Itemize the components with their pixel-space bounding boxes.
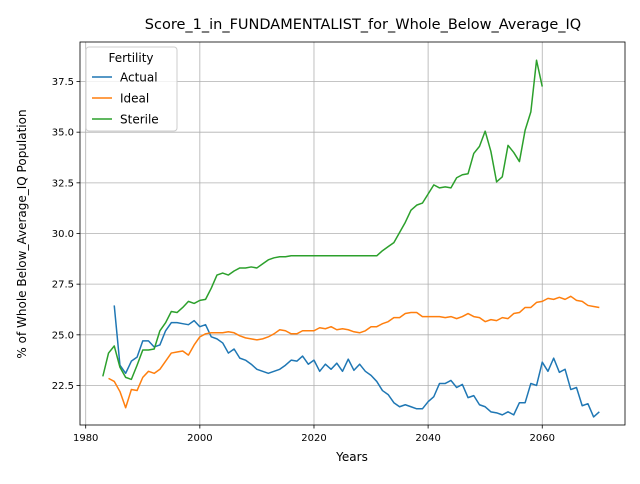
legend-box [85,46,178,132]
y-tick-label: 25.0 [52,330,74,341]
legend-label-sterile: Sterile [120,113,159,127]
y-tick-label: 22.5 [52,381,74,392]
series-line-ideal [108,295,600,409]
x-axis-label: Years [335,450,368,464]
legend: Fertility Actual Ideal Sterile [85,46,178,132]
y-tick-label: 32.5 [52,178,74,189]
legend-label-ideal: Ideal [120,92,149,106]
legend-title: Fertility [108,51,153,65]
y-axis-label: % of Whole Below_Average_IQ Population [15,109,29,358]
x-axis: 1980 2000 2020 2040 2060 [73,425,555,444]
series-layer [102,59,600,418]
y-tick-label: 27.5 [52,280,74,291]
y-tick-label: 35.0 [52,128,74,139]
x-tick-label: 2000 [187,433,212,444]
grid [80,42,625,425]
legend-label-actual: Actual [120,71,158,85]
legend-items: Actual Ideal Sterile [92,71,159,127]
x-tick-label: 2040 [415,433,440,444]
x-tick-label: 2060 [530,433,555,444]
series-line-sterile [102,59,543,381]
chart-title: Score_1_in_FUNDAMENTALIST_for_Whole_Belo… [145,17,581,33]
y-tick-label: 30.0 [52,229,74,240]
y-tick-label: 37.5 [52,77,74,88]
y-axis: 22.5 25.0 27.5 30.0 32.5 35.0 37.5 [52,77,80,392]
x-tick-label: 1980 [73,433,98,444]
x-tick-label: 2020 [301,433,326,444]
series-line-actual [113,305,600,418]
